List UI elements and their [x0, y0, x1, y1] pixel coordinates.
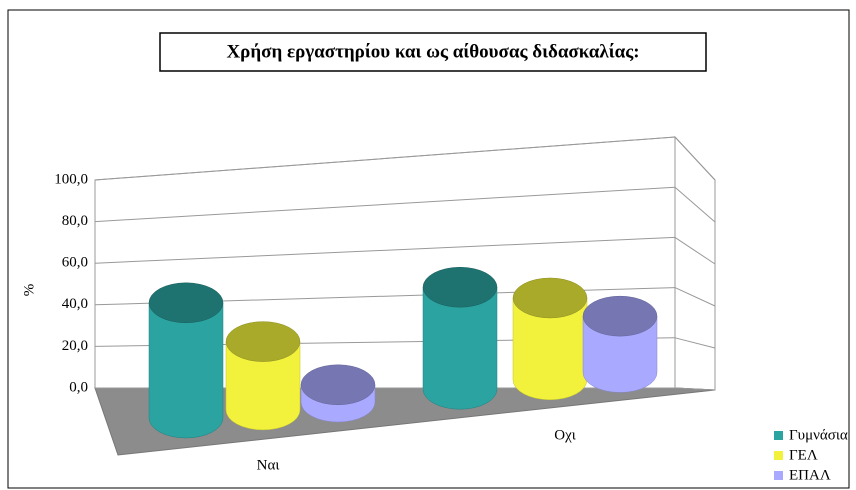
x-tick-label: Οχι	[554, 427, 576, 443]
cylinder-body	[512, 297, 588, 400]
legend-label: Γυμνάσια	[789, 427, 848, 443]
legend-swatch	[774, 451, 783, 460]
chart-title: Χρήση εργαστηρίου και ως αίθουσας διδασκ…	[226, 41, 639, 62]
cylinder-top	[422, 266, 498, 308]
grid-line-side	[674, 136, 716, 181]
cylinder-top	[300, 364, 376, 406]
grid-line	[94, 236, 676, 264]
side-wall	[674, 135, 716, 391]
legend-swatch	[774, 431, 783, 440]
legend-swatch	[774, 471, 783, 480]
cylinder	[225, 321, 301, 431]
grid-line-side	[674, 236, 716, 265]
cylinder-body	[225, 341, 301, 431]
cylinder-top	[512, 277, 588, 319]
legend-label: ΓΕΛ	[789, 447, 818, 463]
y-axis-label: %	[21, 284, 37, 297]
grid-line-side	[674, 337, 716, 349]
y-tick-label: 100,0	[54, 171, 88, 187]
y-tick-label: 20,0	[62, 338, 88, 354]
y-tick-label: 0,0	[69, 379, 88, 395]
grid-line-side	[674, 387, 716, 391]
cylinder	[422, 266, 498, 410]
cylinder	[582, 295, 658, 393]
cylinder-body	[148, 302, 224, 439]
cylinder-body	[582, 315, 658, 393]
grid-line	[94, 186, 676, 223]
x-tick-label: Ναι	[257, 457, 280, 473]
grid-line-side	[674, 287, 716, 307]
y-tick-label: 80,0	[62, 213, 88, 229]
cylinder-body	[422, 286, 498, 410]
cylinder-top	[225, 321, 301, 362]
cylinder	[512, 277, 588, 400]
cylinder	[300, 364, 376, 423]
cylinder	[148, 282, 224, 439]
title-box	[159, 32, 707, 72]
y-tick-label: 60,0	[62, 255, 88, 271]
y-tick-label: 40,0	[62, 296, 88, 312]
grid-line	[94, 136, 676, 181]
legend-label: ΕΠΑΛ	[789, 467, 831, 483]
grid-line-side	[674, 186, 716, 223]
cylinder-top	[148, 282, 224, 324]
cylinder-top	[582, 295, 658, 337]
